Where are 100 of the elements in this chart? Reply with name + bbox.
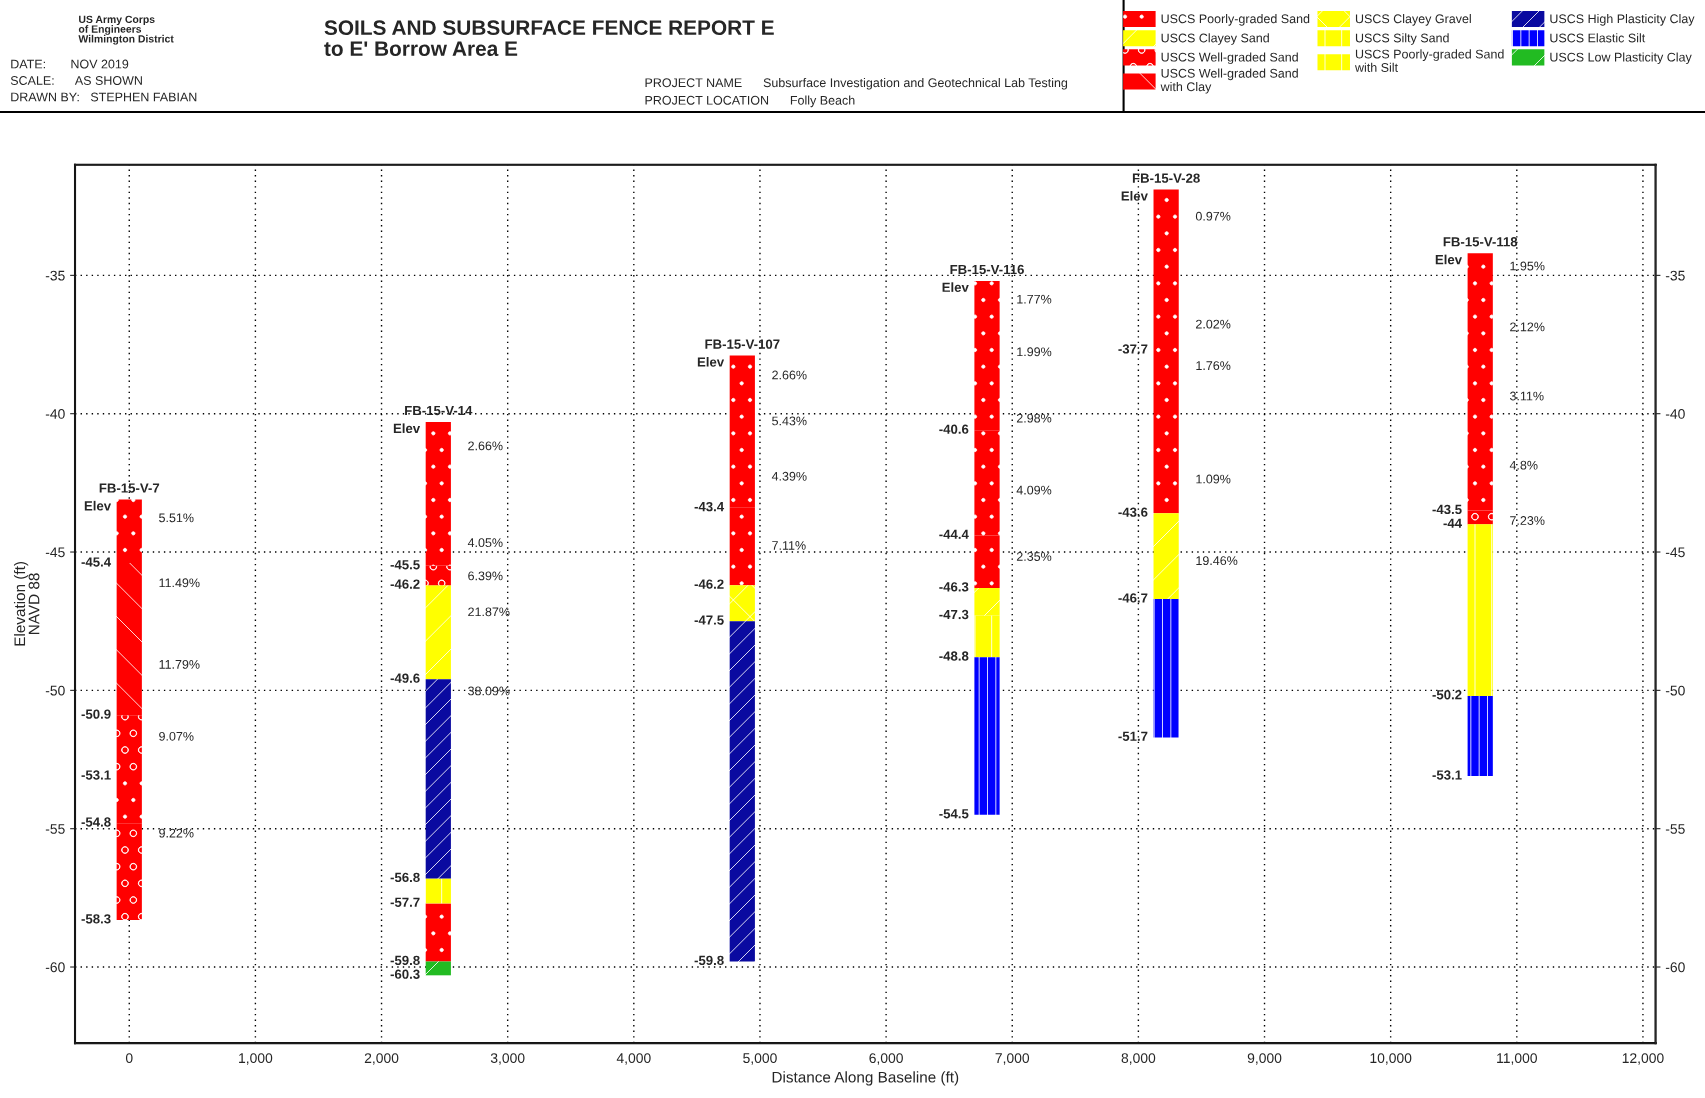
annotation: -48.8 <box>939 651 969 661</box>
x-tick-label: 8,000 <box>1121 1053 1156 1065</box>
annotation: -47.5 <box>694 615 724 625</box>
annotation: 5.43% <box>772 416 807 426</box>
annotation: 21.87% <box>468 607 510 617</box>
annotation: -54.5 <box>939 809 969 819</box>
annotation: 1.09% <box>1196 474 1231 484</box>
annotation: -47.3 <box>939 609 969 620</box>
legend-label: USCS Elastic Silt <box>1550 33 1646 43</box>
bar <box>116 499 142 564</box>
annotation: 4.39% <box>771 471 807 481</box>
bar <box>1153 350 1179 514</box>
annotation: -50.2 <box>1432 690 1462 700</box>
x-tick-label: 7,000 <box>995 1053 1030 1065</box>
annotation: -51.7 <box>1118 731 1148 741</box>
bar <box>1467 253 1493 511</box>
annotation: 2.98% <box>1016 413 1052 423</box>
annotation: Elev <box>84 500 112 511</box>
annotation: 2.66% <box>772 370 807 380</box>
annotation: 1.99% <box>1017 347 1052 357</box>
legend-label: USCS Well-graded Sand <box>1161 52 1298 65</box>
legend-label: USCS Well-graded Sand with Clay <box>1160 68 1298 94</box>
bar <box>729 621 755 962</box>
bar <box>116 823 142 920</box>
y2-tick-label: -60 <box>1665 962 1685 973</box>
legend-label: USCS High Plasticity Clay <box>1550 14 1695 26</box>
x-axis-title: Distance Along Baseline (ft) <box>772 1071 959 1086</box>
text: PROJECT LOCATION Folly Beach <box>645 95 855 108</box>
text: SCALE: AS SHOWN <box>10 76 142 85</box>
bar <box>425 878 451 904</box>
y-tick-label: -45 <box>45 547 65 558</box>
x-tick-label: 1,000 <box>239 1053 273 1065</box>
text: PROJECT NAME Subsurface Investigation and Geotechnical Lab Testing <box>645 77 1068 90</box>
y-axis-title: Elevation (ft) NAVD 88 <box>13 561 40 646</box>
y2-tick-label: -55 <box>1665 824 1685 834</box>
bar <box>116 715 142 777</box>
y-tick-label: -35 <box>45 270 65 281</box>
annotation: -46.7 <box>1118 593 1148 603</box>
annotation: 4.05% <box>467 538 503 548</box>
bar <box>425 565 451 586</box>
annotation: -46.2 <box>390 579 420 589</box>
bar <box>1467 695 1493 777</box>
bar <box>425 422 451 566</box>
annotation: 7.23% <box>1510 516 1545 525</box>
x-tick-label: 2,000 <box>364 1053 399 1065</box>
bar <box>729 355 755 508</box>
annotation: 4.8% <box>1509 460 1538 470</box>
y-tick-label: -60 <box>45 962 65 973</box>
annotation: 4.09% <box>1016 485 1052 495</box>
annotation: -60.3 <box>390 969 420 979</box>
bar <box>974 657 1000 815</box>
bar <box>974 587 1000 616</box>
annotation: 7.11% <box>772 541 806 550</box>
annotation: 2.02% <box>1196 319 1231 329</box>
annotation: -53.1 <box>1432 770 1462 780</box>
bar <box>116 776 142 824</box>
legend-label: USCS Low Plasticity Clay <box>1550 52 1692 65</box>
annotation: -49.6 <box>390 673 420 683</box>
x-tick-label: 6,000 <box>869 1053 903 1065</box>
annotation: -57.7 <box>390 897 420 907</box>
bar <box>1153 189 1179 351</box>
annotation: Elev <box>1121 190 1148 201</box>
y2-tick-label: -45 <box>1665 547 1685 558</box>
bar <box>729 585 755 622</box>
y2-tick-label: -50 <box>1665 685 1685 696</box>
annotation: -58.3 <box>81 914 111 924</box>
bar <box>1153 599 1179 738</box>
annotation: -43.4 <box>694 501 725 512</box>
bar <box>729 507 755 586</box>
y-tick-label: -50 <box>45 685 65 696</box>
chart-title: SOILS AND SUBSURFACE FENCE REPORT E to E' Borrow Area E <box>324 20 774 56</box>
bar <box>974 280 1000 431</box>
annotation: -43.6 <box>1118 507 1148 517</box>
annotation: Elev <box>697 356 725 367</box>
bar <box>1467 524 1493 696</box>
annotation: 38.09% <box>468 686 510 696</box>
y2-tick-label: -35 <box>1665 270 1685 281</box>
annotation: 2.12% <box>1510 322 1545 332</box>
text: DRAWN BY: STEPHEN FABIAN <box>11 92 197 102</box>
bar <box>974 535 1000 588</box>
y-tick-label: -55 <box>45 824 65 834</box>
annotation: 9.22% <box>159 828 194 838</box>
annotation: -59.8 <box>694 955 724 966</box>
bar <box>974 615 1000 658</box>
annotation: 2.35% <box>1016 552 1052 561</box>
annotation: Elev <box>393 423 421 434</box>
bar <box>116 563 142 716</box>
annotation: 1.95% <box>1510 261 1545 271</box>
annotation: 2.66% <box>468 441 503 451</box>
annotation: -59.8 <box>390 955 420 966</box>
y-tick-label: -40 <box>45 409 65 419</box>
annotation: -44 <box>1443 518 1462 528</box>
annotation: FB-15-V-28 <box>1132 173 1200 183</box>
bar <box>425 679 451 879</box>
annotation: FB-15-V-118 <box>1443 237 1518 247</box>
annotation: FB-15-V-7 <box>99 483 160 493</box>
annotation: -56.8 <box>390 872 420 883</box>
annotation: -43.5 <box>1432 504 1462 515</box>
text: DATE: NOV 2019 <box>11 59 129 69</box>
annotation: -45.4 <box>81 557 112 567</box>
